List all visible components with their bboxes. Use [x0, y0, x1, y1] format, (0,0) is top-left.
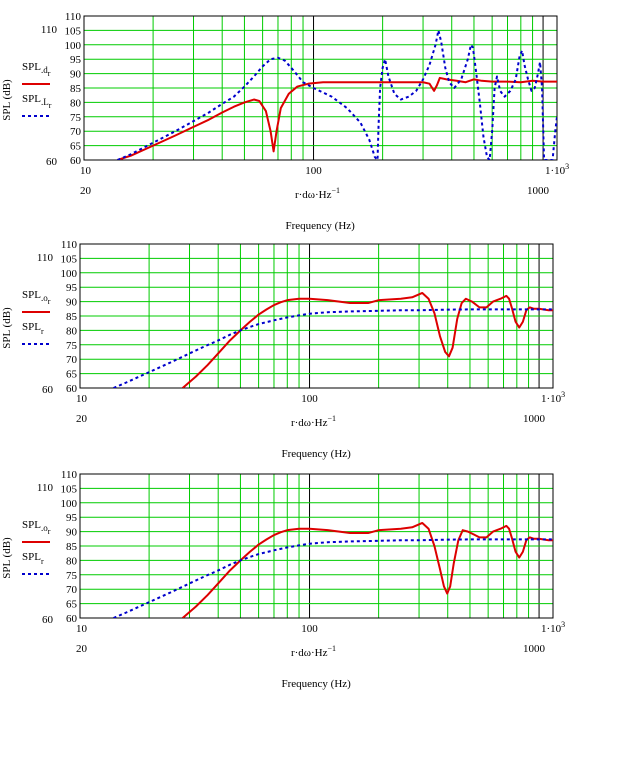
- legend: SPL.dr SPL.Lr: [22, 61, 52, 117]
- series-line-2: [117, 29, 557, 160]
- x-outer-tick-label: 20: [76, 413, 88, 425]
- y-axis-label: SPL (dB): [1, 79, 13, 121]
- y-tick-label: 65: [70, 141, 82, 153]
- y-tick-label: 110: [61, 239, 78, 251]
- y-tick-label: 90: [70, 69, 82, 81]
- y-tick-label: 65: [66, 369, 78, 381]
- x-axis-label: r·dω·Hz−1: [295, 186, 340, 201]
- y-tick-label: 85: [70, 83, 82, 95]
- y-tick-label: 100: [61, 268, 78, 280]
- y-tick-label: 70: [66, 354, 78, 366]
- y-tick-label: 100: [65, 40, 82, 52]
- y-tick-label: 70: [66, 584, 78, 596]
- x-tick-label: 10: [80, 165, 92, 177]
- y-tick-label: 80: [66, 325, 78, 337]
- y-outer-tick-label: 60: [42, 384, 54, 396]
- y-tick-label: 95: [70, 54, 82, 66]
- y-tick-label: 110: [65, 11, 82, 23]
- y-outer-tick-label: 110: [37, 482, 54, 494]
- y-tick-label: 85: [66, 541, 78, 553]
- x-axis-label: r·dω·Hz−1: [291, 644, 336, 659]
- y-tick-label: 90: [66, 527, 78, 539]
- x-tick-label: 1·103: [545, 162, 569, 177]
- legend-label: SPL.dr: [22, 61, 51, 78]
- plot-frame: [79, 243, 554, 389]
- y-tick-label: 75: [70, 112, 82, 124]
- y-tick-label: 85: [66, 311, 78, 323]
- y-tick-label: 60: [66, 383, 78, 395]
- x-axis-caption: Frequency (Hz): [286, 220, 356, 232]
- legend-label: SPLr: [22, 321, 44, 336]
- y-outer-tick-label: 60: [42, 614, 54, 626]
- x-tick-label: 100: [301, 393, 318, 405]
- y-axis-label: SPL (dB): [1, 307, 13, 349]
- plot-frame: [83, 15, 558, 161]
- series-line-1: [181, 521, 553, 618]
- x-outer-tick-label: 1000: [523, 643, 546, 655]
- legend: SPL.or SPLr: [22, 289, 51, 345]
- y-tick-label: 105: [61, 253, 78, 265]
- x-tick-label: 1·103: [541, 390, 565, 405]
- series-line-2: [113, 538, 553, 618]
- x-outer-tick-label: 1000: [523, 413, 546, 425]
- y-tick-label: 95: [66, 282, 78, 294]
- y-tick-label: 65: [66, 599, 78, 611]
- y-outer-tick-label: 110: [37, 252, 54, 264]
- legend-label: SPL.or: [22, 289, 51, 306]
- y-tick-label: 105: [61, 483, 78, 495]
- series-line-1: [117, 76, 557, 160]
- x-tick-label: 10: [76, 393, 88, 405]
- x-tick-label: 100: [305, 165, 322, 177]
- series-line-1: [181, 291, 553, 388]
- x-tick-label: 10: [76, 623, 88, 635]
- x-tick-label: 1·103: [541, 620, 565, 635]
- y-gridlines: [80, 473, 553, 619]
- legend-label: SPL.or: [22, 519, 51, 536]
- y-outer-tick-label: 60: [46, 156, 58, 168]
- x-axis-caption: Frequency (Hz): [282, 678, 352, 690]
- x-axis-label: r·dω·Hz−1: [291, 414, 336, 429]
- x-outer-tick-label: 20: [76, 643, 88, 655]
- y-tick-label: 80: [66, 555, 78, 567]
- y-tick-label: 75: [66, 570, 78, 582]
- plot-frame: [79, 473, 554, 619]
- legend-label: SPL.Lr: [22, 93, 52, 110]
- x-tick-label: 100: [301, 623, 318, 635]
- y-tick-label: 60: [70, 155, 82, 167]
- legend-label: SPLr: [22, 551, 44, 566]
- legend: SPL.or SPLr: [22, 519, 51, 575]
- series-line-2: [113, 308, 553, 388]
- y-axis-label: SPL (dB): [1, 537, 13, 579]
- y-tick-label: 75: [66, 340, 78, 352]
- x-axis-caption: Frequency (Hz): [282, 448, 352, 460]
- x-outer-tick-label: 1000: [527, 185, 550, 197]
- y-tick-label: 80: [70, 97, 82, 109]
- y-outer-tick-label: 110: [41, 24, 58, 36]
- y-gridlines: [84, 15, 557, 161]
- y-tick-label: 95: [66, 512, 78, 524]
- x-outer-tick-label: 20: [80, 185, 92, 197]
- y-gridlines: [80, 243, 553, 389]
- y-tick-label: 110: [61, 469, 78, 481]
- y-tick-label: 70: [70, 126, 82, 138]
- y-tick-label: 90: [66, 297, 78, 309]
- y-tick-label: 100: [61, 498, 78, 510]
- y-tick-label: 60: [66, 613, 78, 625]
- y-tick-label: 105: [65, 25, 82, 37]
